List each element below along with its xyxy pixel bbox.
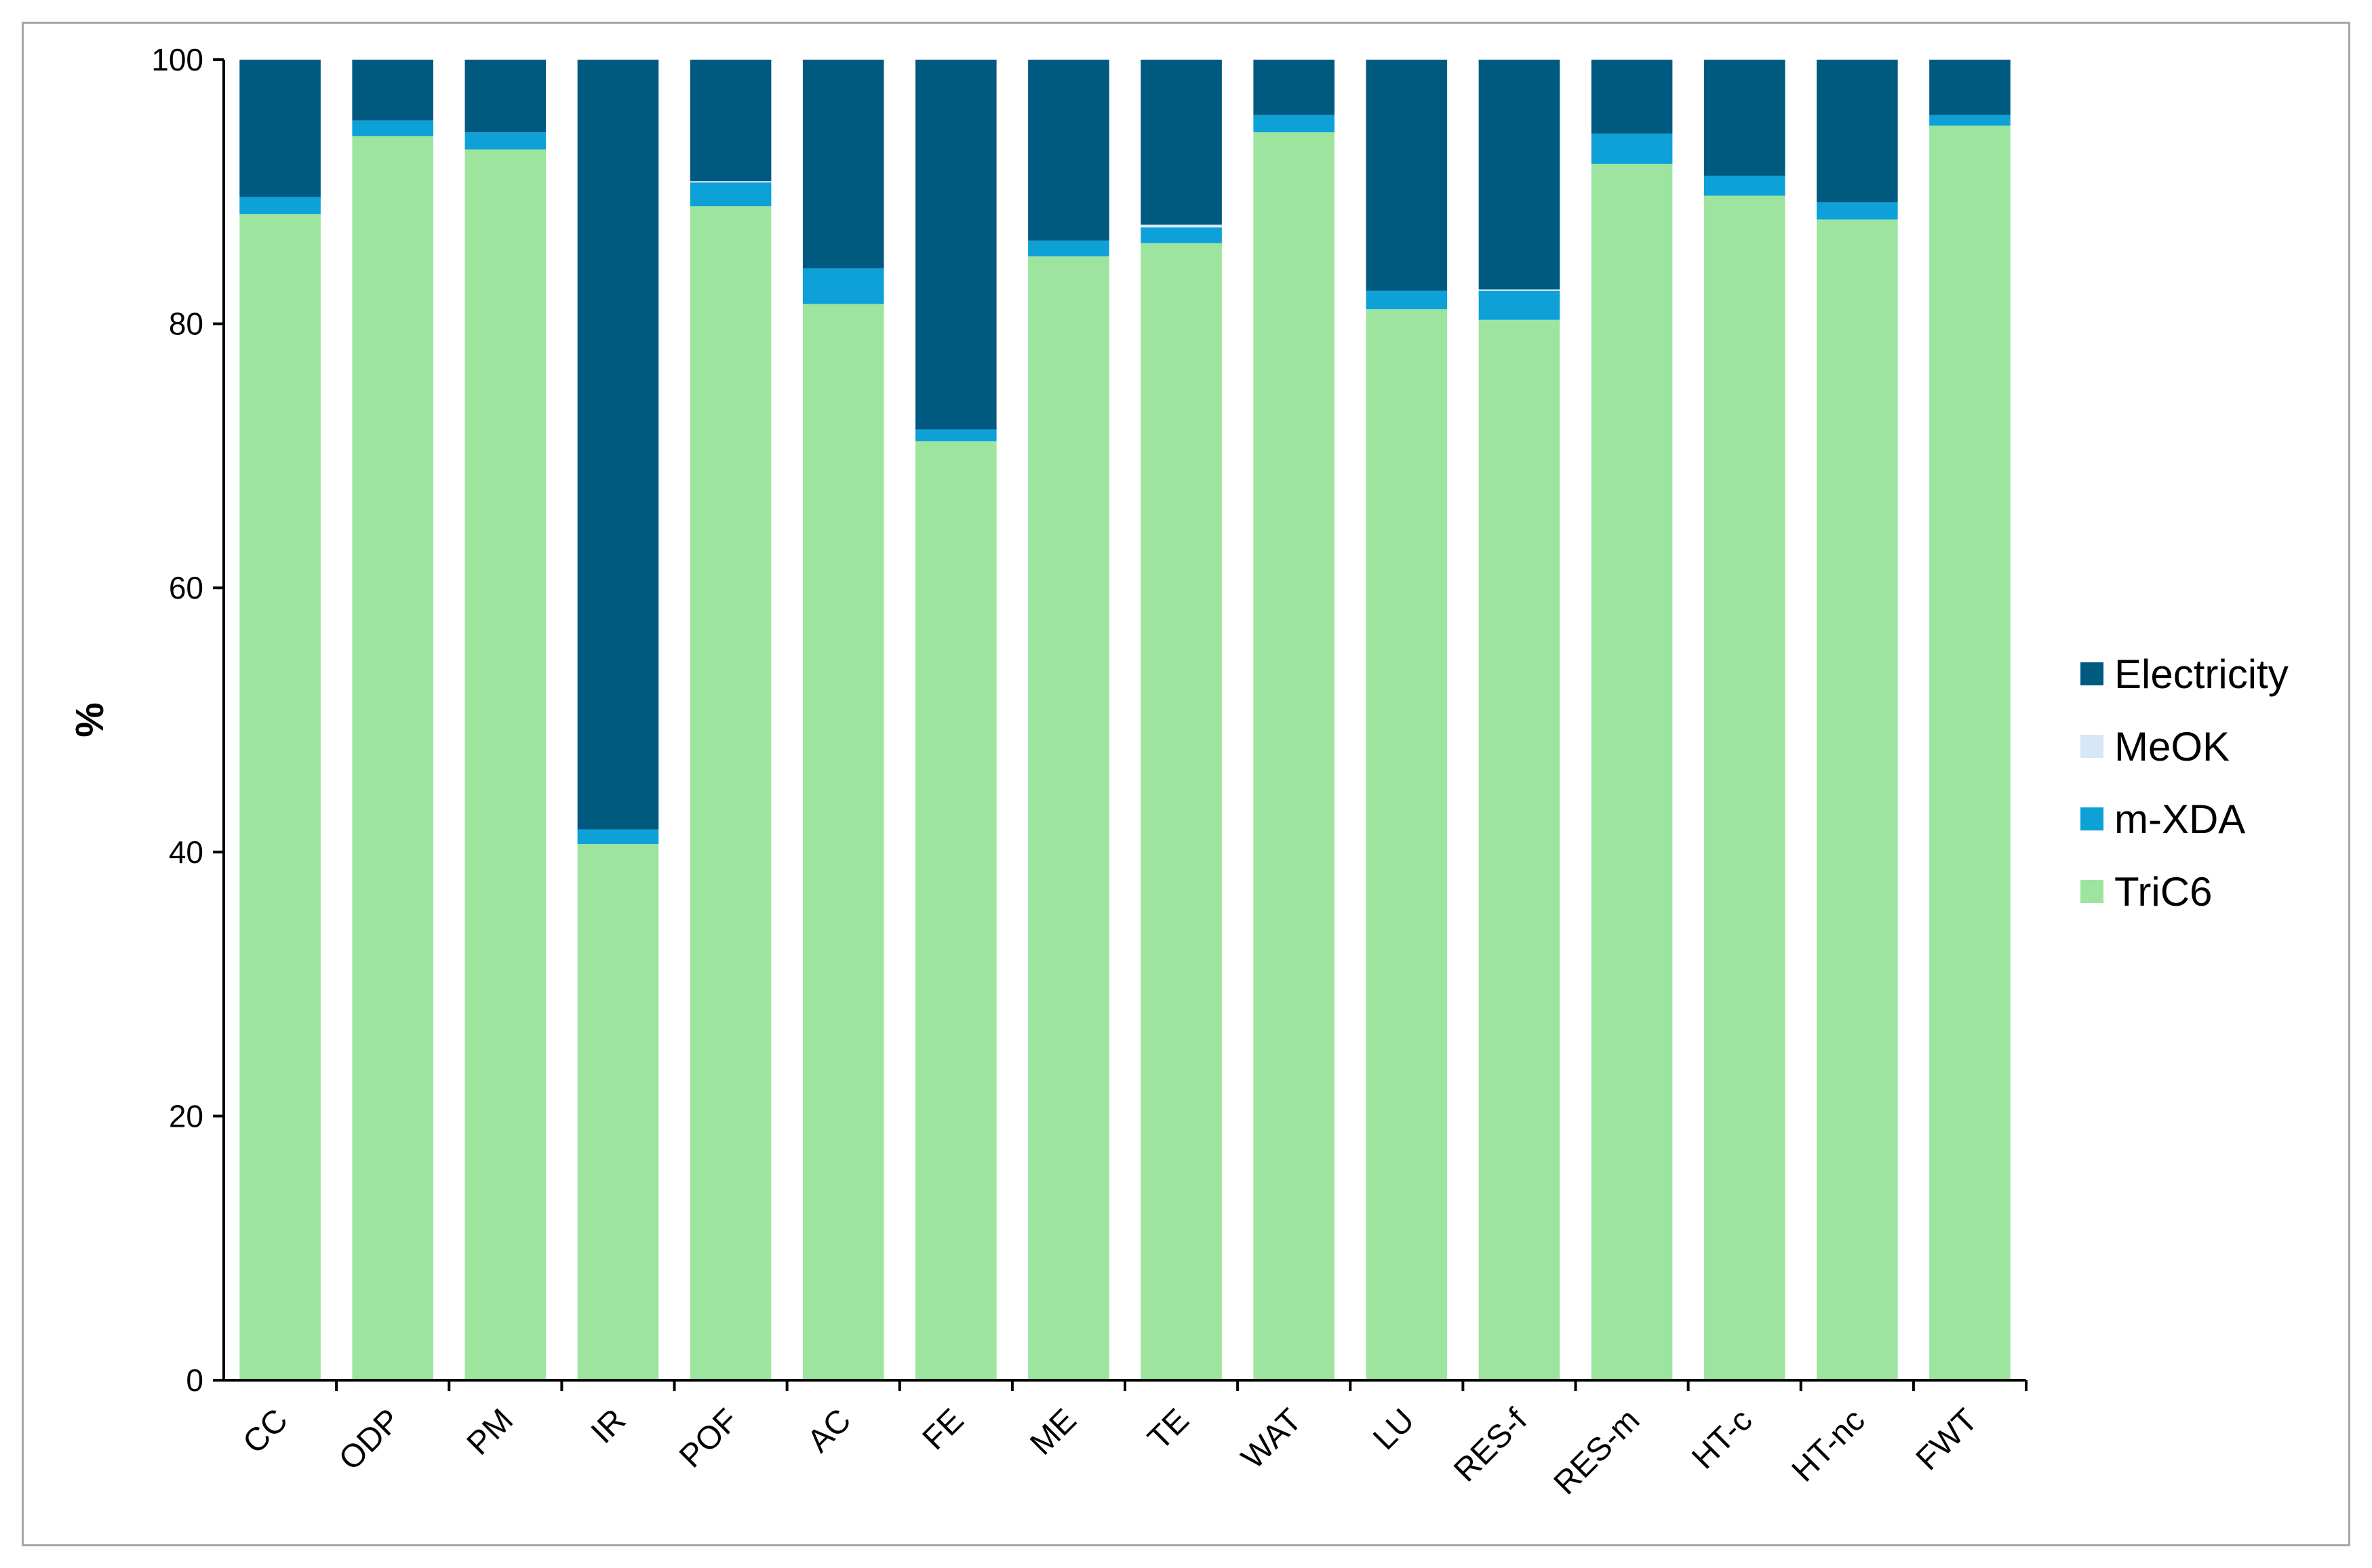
bar-segment-m-xda <box>1253 115 1335 133</box>
bar-segment-tric6 <box>1817 219 1898 1380</box>
bar-segment-tric6 <box>1141 243 1222 1381</box>
bar-segment-meok <box>1141 224 1222 228</box>
bar-segment-m-xda <box>915 429 997 441</box>
x-tick-label: AC <box>801 1402 858 1460</box>
legend-label: Electricity <box>2114 651 2289 697</box>
bar-segment-m-xda <box>1703 176 1785 196</box>
x-ticks-group: CC ODP PM IR POF AC FE ME TE WAT LU RES-f RES-m HT-c H… <box>236 1380 2028 1502</box>
bar-segment-m-xda <box>464 132 547 150</box>
x-tick-label: IR <box>585 1402 633 1450</box>
bar-segment-tric6 <box>1366 309 1448 1380</box>
x-tick-label: FWT <box>1910 1402 1985 1477</box>
x-tick-label: HT-nc <box>1785 1402 1872 1489</box>
bar-segment-electricity <box>577 60 659 830</box>
bar-segment-tric6 <box>1478 319 1560 1381</box>
x-tick-label: RES-m <box>1547 1402 1646 1502</box>
bar-segment-m-xda <box>1929 115 2011 126</box>
bar-segment-m-xda <box>1478 290 1560 320</box>
bar-segment-meok <box>690 181 772 183</box>
y-tick-label: 0 <box>186 1363 203 1398</box>
x-tick-label: HT-c <box>1685 1402 1759 1476</box>
bar-segment-electricity <box>464 60 547 133</box>
legend: Electricity MeOK m-XDA TriC6 <box>2080 651 2289 914</box>
bar-segment-electricity <box>915 60 997 430</box>
bar-segment-tric6 <box>1253 132 1335 1380</box>
bar-segment-electricity <box>1929 60 2011 115</box>
legend-label: TriC6 <box>2114 869 2212 914</box>
bar-segment-m-xda <box>1028 240 1109 257</box>
bar-segment-meok <box>1478 289 1560 291</box>
bar-segment-electricity <box>239 60 321 197</box>
bar-segment-electricity <box>1028 60 1109 241</box>
bar-segment-electricity <box>1141 60 1222 225</box>
bar-segment-electricity <box>1478 60 1560 289</box>
legend-swatch <box>2080 807 2103 830</box>
bar-segment-m-xda <box>690 182 772 207</box>
bar-segment-m-xda <box>577 829 659 845</box>
x-tick-label: POF <box>673 1402 745 1474</box>
y-tick-label: 20 <box>169 1098 203 1133</box>
y-tick-label: 60 <box>169 570 203 605</box>
bar-segment-tric6 <box>915 441 997 1381</box>
x-tick-label: FE <box>916 1402 971 1457</box>
bar-segment-tric6 <box>1703 195 1785 1380</box>
x-tick-label: LU <box>1366 1402 1421 1457</box>
bar-segment-tric6 <box>690 206 772 1380</box>
bar-segment-electricity <box>352 60 433 121</box>
y-tick-label: 40 <box>169 835 203 870</box>
bar-segment-m-xda <box>1591 134 1673 164</box>
bar-segment-m-xda <box>1366 290 1448 310</box>
bars-group <box>239 60 2011 1381</box>
x-tick-label: TE <box>1141 1402 1196 1457</box>
y-tick-label: 80 <box>169 306 203 342</box>
bar-segment-tric6 <box>464 149 547 1381</box>
x-tick-label: WAT <box>1235 1402 1309 1476</box>
bar-segment-electricity <box>1366 60 1448 291</box>
bar-segment-m-xda <box>1817 202 1898 220</box>
x-tick-label: RES-f <box>1447 1402 1534 1489</box>
x-tick-label: CC <box>236 1402 294 1460</box>
bar-segment-tric6 <box>239 214 321 1380</box>
bar-segment-tric6 <box>352 136 433 1380</box>
bar-segment-tric6 <box>577 844 659 1380</box>
legend-swatch <box>2080 662 2103 685</box>
legend-label: m-XDA <box>2114 797 2245 842</box>
bar-segment-m-xda <box>239 197 321 214</box>
legend-swatch <box>2080 880 2103 903</box>
bar-segment-electricity <box>1817 60 1898 203</box>
bar-segment-tric6 <box>1929 125 2011 1380</box>
bar-segment-m-xda <box>802 268 884 304</box>
legend-swatch <box>2080 735 2103 758</box>
x-tick-label: PM <box>460 1402 520 1462</box>
y-axis-label: % <box>68 702 112 738</box>
bar-segment-tric6 <box>1028 256 1109 1381</box>
bar-segment-electricity <box>1703 60 1785 176</box>
x-tick-label: ODP <box>332 1402 408 1477</box>
bar-segment-m-xda <box>352 120 433 136</box>
bar-segment-electricity <box>1591 60 1673 134</box>
x-tick-label: ME <box>1023 1402 1083 1462</box>
legend-label: MeOK <box>2114 724 2230 769</box>
y-tick-label: 100 <box>151 42 203 77</box>
bar-segment-electricity <box>802 60 884 268</box>
bar-segment-tric6 <box>802 304 884 1380</box>
bar-segment-tric6 <box>1591 163 1673 1381</box>
bar-segment-electricity <box>690 60 772 182</box>
bar-segment-electricity <box>1253 60 1335 115</box>
bar-segment-m-xda <box>1141 227 1222 243</box>
y-ticks-group: 0 20 40 60 80 100 <box>151 42 224 1398</box>
